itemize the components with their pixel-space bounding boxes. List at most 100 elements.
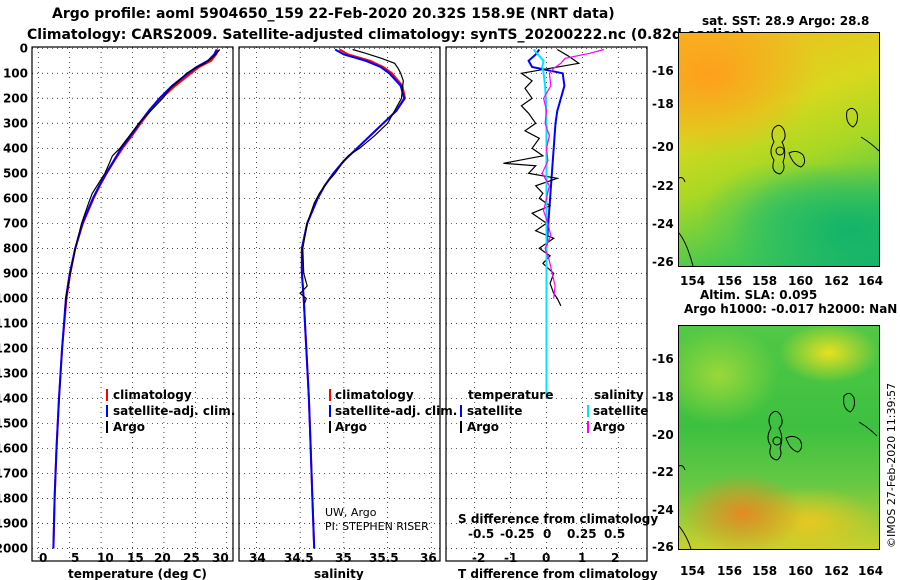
s-xtick: 0 — [543, 527, 551, 541]
credit-text: ©IMOS 27-Feb-2020 11:39:57 — [885, 382, 898, 548]
legend-header-salinity: salinity — [594, 388, 644, 402]
coastline — [846, 107, 879, 152]
lat-tick: -20 — [652, 428, 674, 442]
coastline — [770, 124, 786, 175]
salinity-x-ticks: 34 34.5 35 35.5 36 — [249, 551, 437, 565]
sla-map-subtitle: Argo h1000: -0.017 h2000: NaN — [684, 302, 898, 316]
s-xtick: 34 — [249, 551, 266, 565]
t-xtick: 25 — [183, 551, 200, 565]
lon-tick: 156 — [717, 564, 742, 578]
lon-tick: 160 — [788, 564, 813, 578]
difference-series-s-argo — [541, 48, 605, 299]
lat-tick: -22 — [652, 179, 674, 193]
depth-tick-label: 1100 — [0, 316, 28, 330]
lat-tick: -18 — [652, 390, 674, 404]
depth-tick-label: 800 — [3, 241, 28, 255]
depth-tick-label: 1500 — [0, 416, 28, 430]
s-xtick: 0.25 — [567, 527, 597, 541]
legend-label: Argo — [467, 420, 499, 434]
depth-tick-label: 600 — [3, 191, 28, 205]
coastline — [767, 410, 783, 461]
lat-tick: -24 — [652, 217, 674, 231]
series-layer — [52, 48, 605, 549]
legend-label: satellite — [593, 404, 648, 418]
legend-label: climatology — [335, 388, 414, 402]
t-xtick: 10 — [97, 551, 114, 565]
figure-title-line1: Argo profile: aoml 5904650_159 22-Feb-20… — [52, 6, 615, 22]
difference-legend: temperature salinity satellite Argo sate… — [460, 388, 648, 434]
legend-label: satellite-adj. clim. — [335, 404, 457, 418]
depth-tick-label: 1900 — [0, 516, 28, 530]
lat-tick: -20 — [652, 140, 674, 154]
d-xtick: 0 — [542, 551, 550, 565]
lon-tick: 162 — [824, 274, 849, 288]
s-xtick: -0.25 — [500, 527, 535, 541]
depth-tick-label: 200 — [3, 91, 28, 105]
salinity-legend: climatology satellite-adj. clim. Argo — [329, 388, 457, 434]
s-xtick: -0.5 — [468, 527, 494, 541]
coastline — [679, 177, 694, 266]
legend-label: climatology — [113, 388, 192, 402]
lon-tick: 154 — [680, 274, 705, 288]
coastline — [785, 435, 803, 453]
s-xtick: 35.5 — [369, 551, 399, 565]
sla-map-overlay — [679, 392, 878, 549]
legend-header-temperature: temperature — [468, 388, 553, 402]
sla-map-ticks: -16 -18 -20 -22 -24 -26 154 156 158 160 … — [652, 352, 883, 578]
s-difference-label: S difference from climatology — [458, 512, 658, 526]
argo-float-marker — [772, 436, 782, 446]
temperature-x-ticks: 0 5 10 15 20 25 30 — [39, 551, 229, 565]
coastline — [679, 465, 692, 549]
legend-label: Argo — [113, 420, 145, 434]
depth-tick-label: 1700 — [0, 466, 28, 480]
lon-tick: 156 — [717, 274, 742, 288]
d-xtick: -1 — [504, 551, 517, 565]
lat-tick: -24 — [652, 503, 674, 517]
lat-tick: -18 — [652, 97, 674, 111]
s-xtick: 36 — [420, 551, 437, 565]
lon-tick: 154 — [680, 564, 705, 578]
t-xtick: 30 — [212, 551, 229, 565]
lon-tick: 164 — [858, 564, 883, 578]
argo-float-marker — [775, 146, 785, 156]
lon-tick: 162 — [824, 564, 849, 578]
depth-tick-label: 700 — [3, 216, 28, 230]
data-source-annotation: UW, Argo — [325, 506, 377, 519]
sla-map-title: Altim. SLA: 0.095 — [700, 288, 818, 302]
salinity-series-argo — [299, 48, 404, 304]
sla-map — [678, 325, 880, 550]
lon-tick: 158 — [752, 274, 777, 288]
legend-label: satellite — [467, 404, 522, 418]
difference-series-s-satellite — [532, 48, 548, 399]
s-xtick: 34.5 — [284, 551, 314, 565]
sst-map-ticks: -16 -18 -20 -22 -24 -26 154 156 158 160 … — [652, 64, 883, 288]
depth-tick-label: 1200 — [0, 341, 28, 355]
lat-tick: -22 — [652, 465, 674, 479]
d-xtick: 2 — [611, 551, 619, 565]
salinity-panel-frame — [238, 46, 441, 562]
lon-tick: 164 — [858, 274, 883, 288]
depth-tick-label: 400 — [3, 141, 28, 155]
lat-tick: -26 — [652, 540, 674, 554]
sst-map — [678, 32, 880, 267]
salinity-x-label: salinity — [314, 567, 364, 580]
d-xtick: 1 — [578, 551, 586, 565]
lon-tick: 158 — [752, 564, 777, 578]
depth-tick-label: 1600 — [0, 441, 28, 455]
lat-tick: -16 — [652, 352, 674, 366]
figure-title-line2: Climatology: CARS2009. Satellite-adjuste… — [27, 27, 745, 43]
lat-tick: -16 — [652, 64, 674, 78]
legend-label: satellite-adj. clim. — [113, 404, 235, 418]
t-xtick: 5 — [71, 551, 79, 565]
lat-tick: -26 — [652, 255, 674, 269]
difference-x-label: T difference from climatology — [458, 567, 658, 580]
depth-tick-label: 900 — [3, 266, 28, 280]
lon-tick: 160 — [788, 274, 813, 288]
coastline — [843, 392, 878, 437]
t-xtick: 0 — [39, 551, 47, 565]
d-xtick: -2 — [472, 551, 485, 565]
depth-tick-label: 0 — [20, 41, 28, 55]
depth-axis: 0 100 200 300 400 500 600 700 800 900 1000 1100 1200… — [0, 41, 28, 555]
